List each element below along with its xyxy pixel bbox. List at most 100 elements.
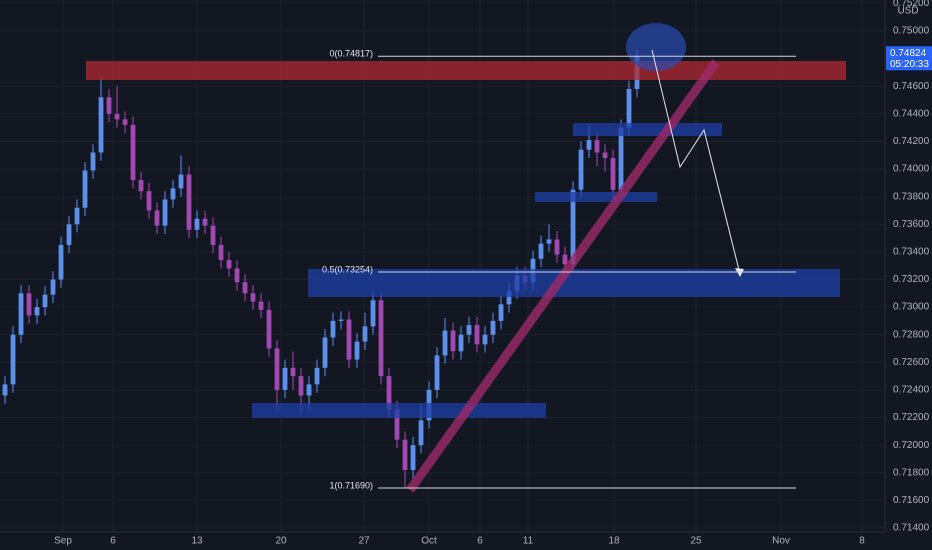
candle-body — [586, 140, 592, 150]
candle-body — [266, 309, 272, 349]
support-zone — [252, 403, 546, 418]
candle-body — [90, 152, 96, 171]
candle-body — [434, 355, 440, 390]
y-tick-label: 0.74400 — [893, 108, 930, 119]
candle-body — [210, 225, 216, 245]
x-tick-label: Sep — [54, 536, 72, 547]
candle-body — [170, 188, 176, 200]
candle-body — [282, 367, 288, 390]
x-tick-label: 6 — [477, 536, 483, 547]
highlight-circle — [626, 23, 686, 71]
projection-path — [651, 49, 741, 275]
candle-body — [538, 243, 544, 259]
x-tick-label: 20 — [275, 536, 287, 547]
candle-body — [154, 210, 160, 226]
y-tick-label: 0.73600 — [893, 219, 930, 230]
candle-body — [418, 420, 424, 446]
x-tick-label: Nov — [772, 536, 790, 547]
y-tick-label: 0.73400 — [893, 247, 930, 258]
fib-label: 1(0.71690) — [329, 480, 373, 490]
candle-body — [626, 88, 632, 128]
candle-body — [98, 97, 104, 153]
x-tick-label: Oct — [421, 536, 437, 547]
y-tick-label: 0.72800 — [893, 329, 930, 340]
candle-body — [458, 334, 464, 352]
fib-label: 0.5(0.73254) — [322, 264, 373, 274]
candle-body — [138, 180, 144, 192]
candle-body — [330, 320, 336, 338]
candle-body — [242, 282, 248, 294]
last-price-tag — [886, 46, 932, 71]
candle-body — [306, 384, 312, 396]
y-tick-label: 0.74600 — [893, 81, 930, 92]
candle-body — [562, 254, 568, 265]
candle-body — [186, 174, 192, 230]
last-price-label: 0.74824 — [890, 48, 927, 59]
resistance-zone — [86, 61, 846, 80]
candle-body — [178, 174, 184, 189]
candle-body — [602, 152, 608, 159]
y-tick-label: 0.75000 — [893, 26, 930, 37]
candle-body — [258, 301, 264, 310]
fib-levels: 0(0.74817) 0.5(0.73254) 1(0.71690) — [322, 49, 796, 490]
candle-body — [18, 293, 24, 335]
candle-body — [506, 290, 512, 305]
candle-body — [346, 319, 352, 360]
candle-body — [442, 330, 448, 356]
candle-body — [322, 337, 328, 368]
y-tick-label: 0.71800 — [893, 467, 930, 478]
demand-zone — [573, 123, 722, 136]
candle-body — [498, 304, 504, 321]
y-tick-label: 0.73200 — [893, 274, 930, 285]
candle-body — [298, 376, 304, 396]
y-tick-label: 0.73800 — [893, 191, 930, 202]
candle-body — [466, 325, 472, 335]
candle-body — [410, 445, 416, 471]
y-tick-label: 0.74200 — [893, 136, 930, 147]
countdown-label: 05:20:33 — [890, 59, 929, 70]
candle-body — [218, 244, 224, 261]
candle-body — [130, 124, 136, 181]
x-tick-label: 8 — [859, 536, 865, 547]
y-tick-label: 0.74000 — [893, 164, 930, 175]
candle-body — [2, 384, 8, 396]
candle-body — [482, 334, 488, 345]
candle-body — [546, 239, 552, 244]
candle-body — [250, 293, 256, 302]
demand-zone — [535, 192, 657, 202]
fib-label: 0(0.74817) — [329, 49, 373, 59]
candle-body — [370, 300, 376, 327]
candle-body — [146, 191, 152, 211]
candle-body — [74, 207, 80, 225]
candle-body — [354, 341, 360, 360]
axes: 0.71400 0.71600 0.71800 0.72000 0.72200 0.724… — [54, 0, 932, 547]
y-tick-label: 0.72200 — [893, 412, 930, 423]
candle-body — [202, 218, 208, 226]
candle-body — [122, 119, 128, 125]
candle-body — [34, 307, 40, 316]
currency-label: USD — [897, 6, 918, 17]
x-tick-label: 18 — [608, 536, 620, 547]
trend-line — [406, 59, 720, 493]
candle-body — [554, 239, 560, 255]
y-tick-label: 0.75200 — [893, 0, 930, 9]
x-tick-label: 13 — [191, 536, 203, 547]
x-tick-label: 6 — [110, 536, 116, 547]
x-tick-label: 11 — [523, 536, 534, 547]
y-tick-label: 0.72000 — [893, 440, 930, 451]
candle-body — [570, 189, 576, 265]
candle-body — [338, 319, 344, 321]
candle-body — [290, 367, 296, 377]
candle-body — [50, 279, 56, 295]
target-zone — [308, 269, 840, 297]
candle-body — [26, 293, 32, 316]
candle-body — [450, 330, 456, 352]
y-tick-label: 0.73000 — [893, 302, 930, 313]
candle-body — [378, 300, 384, 377]
candle-body — [490, 320, 496, 335]
candle-body — [58, 244, 64, 280]
candle-body — [578, 149, 584, 190]
candle-body — [234, 268, 240, 283]
y-tick-label: 0.72400 — [893, 385, 930, 396]
